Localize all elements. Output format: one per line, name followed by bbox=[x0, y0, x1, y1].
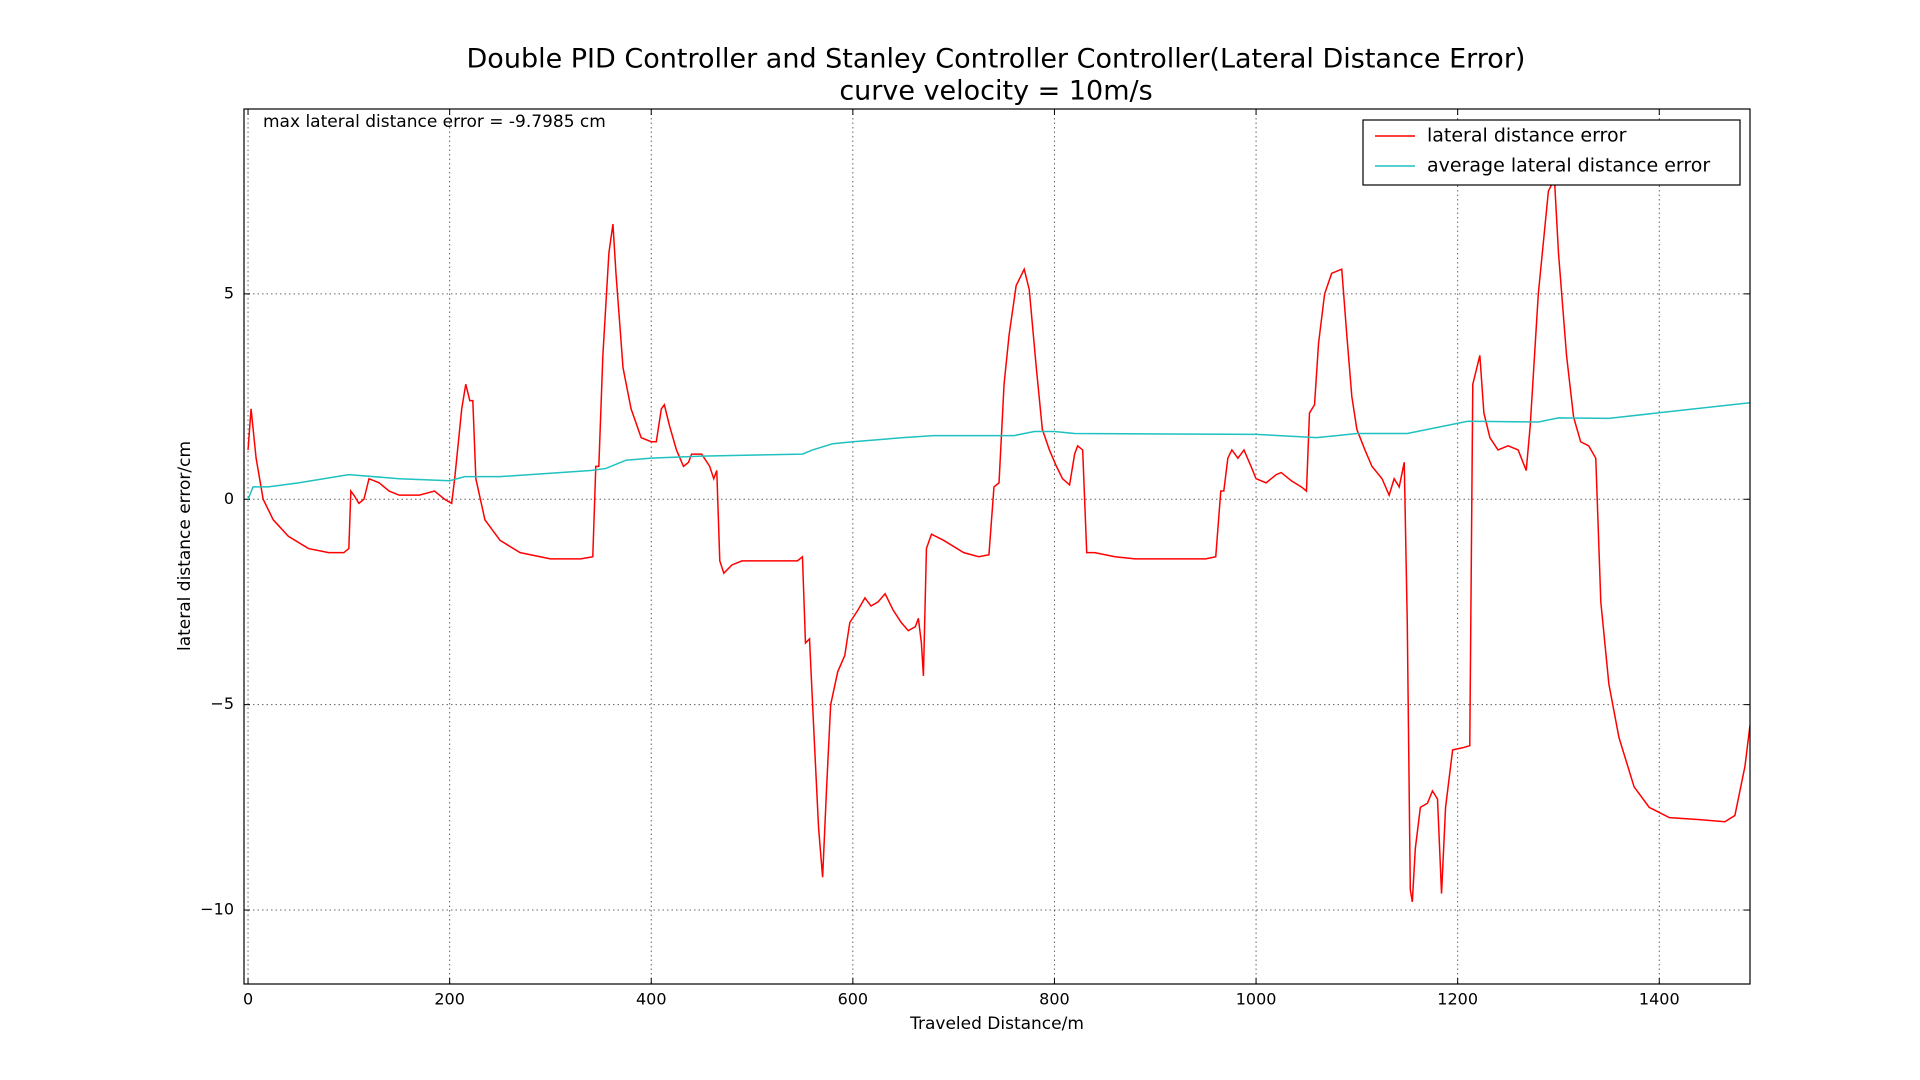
y-tick-label: −5 bbox=[210, 694, 234, 713]
legend-label: lateral distance error bbox=[1427, 125, 1627, 147]
chart-subtitle: curve velocity = 10m/s bbox=[839, 76, 1152, 107]
y-tick-label: −10 bbox=[200, 900, 234, 919]
x-tick-label: 1000 bbox=[1236, 990, 1277, 1009]
annotation: max lateral distance error = -9.7985 cm bbox=[263, 112, 606, 132]
x-axis-label: Traveled Distance/m bbox=[909, 1014, 1084, 1034]
chart-title: Double PID Controller and Stanley Contro… bbox=[467, 44, 1526, 75]
x-tick-label: 200 bbox=[434, 990, 465, 1009]
x-tick-label: 1200 bbox=[1437, 990, 1478, 1009]
plot-frame bbox=[243, 108, 1751, 985]
y-axis-label: lateral distance error/cm bbox=[175, 441, 195, 651]
y-tick-label: 0 bbox=[224, 489, 234, 508]
x-tick-label: 600 bbox=[838, 990, 869, 1009]
x-tick-label: 800 bbox=[1039, 990, 1070, 1009]
x-tick-label: 1400 bbox=[1639, 990, 1680, 1009]
data-line bbox=[247, 175, 1750, 902]
legend-label: average lateral distance error bbox=[1427, 155, 1710, 177]
x-tick-label: 400 bbox=[636, 990, 667, 1009]
legend-box bbox=[1362, 119, 1741, 186]
y-tick-label: 5 bbox=[224, 283, 234, 302]
x-tick-label: 0 bbox=[243, 990, 253, 1009]
data-line bbox=[247, 401, 1750, 500]
